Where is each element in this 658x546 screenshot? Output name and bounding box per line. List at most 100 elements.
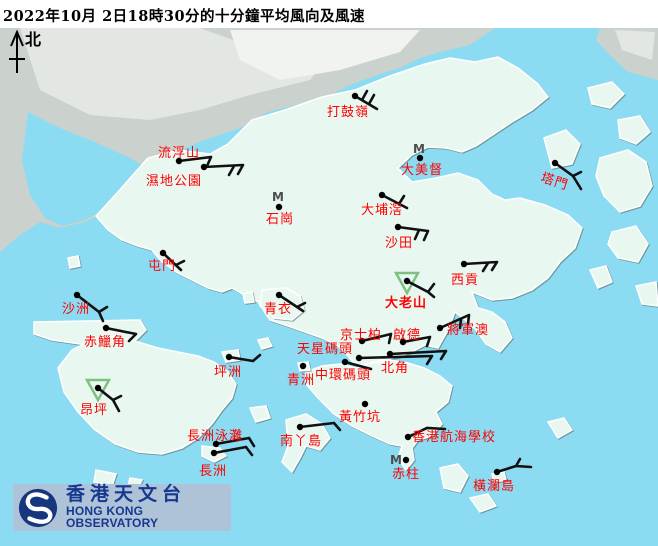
station-label: 南丫島 xyxy=(280,433,322,449)
station-star-ferry: 天星碼頭 xyxy=(297,342,434,366)
station-peng-chau: 坪洲 xyxy=(214,353,262,380)
wind-barb xyxy=(214,436,256,448)
wind-barb xyxy=(396,225,430,242)
station-dot xyxy=(399,338,407,346)
hei-ling-chau xyxy=(248,405,271,423)
wind-barb xyxy=(405,279,436,299)
station-lau-fau-shan: 流浮山 xyxy=(158,146,213,168)
wind-barb xyxy=(212,445,254,457)
station-dot xyxy=(402,456,410,464)
wind-barb xyxy=(380,193,409,210)
hko-name-english: HONG KONG OBSERVATORY xyxy=(66,503,159,531)
station-dot xyxy=(386,350,394,358)
station-wetland-park: 濕地公園 xyxy=(146,163,245,189)
station-label: 北角 xyxy=(381,361,409,376)
station-dot xyxy=(493,468,501,476)
station-label: 橫瀾島 xyxy=(473,479,515,494)
small-islet xyxy=(67,255,81,269)
east-island xyxy=(607,225,649,263)
station-tuen-mun: 屯門 xyxy=(148,249,186,274)
mainland-texture xyxy=(230,30,420,80)
wind-barb xyxy=(298,421,342,432)
mainland-texture xyxy=(615,30,655,60)
hong-kong-island xyxy=(305,359,453,472)
station-label: 流浮山 xyxy=(158,146,200,161)
station-label: 中環碼頭 xyxy=(315,368,371,383)
station-lamma-island: 南丫島 xyxy=(280,421,342,449)
hko-name-chinese: 香港天文台 xyxy=(66,482,187,505)
wind-barb xyxy=(406,426,447,439)
wind-barb xyxy=(343,360,373,371)
station-central-pier: 中環碼頭 xyxy=(315,358,373,383)
new-territories xyxy=(94,56,583,367)
west-islet xyxy=(0,218,12,236)
station-label: 大美督 xyxy=(401,163,443,178)
station-dot xyxy=(296,423,304,431)
station-cheung-chau-beach: 長洲泳灘 xyxy=(187,429,256,448)
station-dot xyxy=(436,324,444,332)
station-sha-chau: 沙洲 xyxy=(62,291,109,323)
hilltop-triangle-icon xyxy=(84,378,112,403)
station-dot xyxy=(551,159,559,167)
station-label: 京士柏 xyxy=(340,328,382,343)
station-wong-chuk-hang: 黃竹坑 xyxy=(339,400,381,425)
station-label: 屯門 xyxy=(148,259,176,274)
station-dot xyxy=(416,154,424,162)
station-dot xyxy=(73,291,81,299)
station-dot xyxy=(394,223,402,231)
wind-barb xyxy=(202,163,245,177)
station-cheung-chau: 長洲 xyxy=(199,445,254,479)
east-island xyxy=(588,265,613,289)
station-label: 赤鱲角 xyxy=(84,335,126,350)
wind-barb xyxy=(388,349,448,361)
tsing-yi-island xyxy=(259,287,305,321)
station-dot xyxy=(175,157,183,165)
station-label: 赤柱 xyxy=(392,467,420,482)
missing-data-marker: M xyxy=(390,453,402,467)
station-tsing-yi: 青衣 xyxy=(264,291,307,317)
station-kings-park: 京士柏 xyxy=(340,328,393,345)
po-toi-island xyxy=(468,493,498,513)
station-dot xyxy=(275,291,283,299)
station-ta-kwu-ling: 打鼓嶺 xyxy=(327,89,379,120)
missing-data-marker: M xyxy=(272,190,284,204)
station-label: 沙田 xyxy=(385,236,413,251)
station-tseung-kwan-o: 將軍澳 xyxy=(436,313,489,338)
stations-layer: 打鼓嶺流浮山濕地公園M大美督塔門大埔滘M石崗沙田屯門沙洲赤鱲角青衣西貢大老山將軍… xyxy=(62,89,583,494)
east-island xyxy=(595,149,653,213)
wind-barb xyxy=(553,161,583,191)
station-ngong-ping: 昂坪 xyxy=(80,378,123,418)
wind-barb xyxy=(360,332,393,345)
station-label: 長洲 xyxy=(199,464,227,479)
station-label: 濕地公園 xyxy=(146,174,202,189)
ne-island xyxy=(617,115,651,145)
station-waglan-island: 橫瀾島 xyxy=(473,457,533,494)
station-sha-tin: 沙田 xyxy=(385,223,430,251)
kau-yi-chau xyxy=(256,337,274,350)
station-sai-kung: 西貢 xyxy=(451,260,499,288)
station-dot xyxy=(102,324,110,332)
station-dot xyxy=(275,203,283,211)
station-shek-kong: M 石崗 xyxy=(266,190,293,227)
station-dot xyxy=(358,337,366,345)
east-island xyxy=(635,281,658,307)
lamma-island-shape xyxy=(281,413,331,474)
station-dot xyxy=(351,92,359,100)
station-label: 青洲 xyxy=(287,373,315,388)
station-label: 黃竹坑 xyxy=(339,410,381,425)
wind-barb xyxy=(161,251,186,272)
station-label: 將軍澳 xyxy=(447,322,489,338)
station-dot xyxy=(404,433,412,441)
station-label: 青衣 xyxy=(264,301,292,317)
tap-mun-island xyxy=(543,129,581,169)
station-chek-lap-kok: 赤鱲角 xyxy=(84,324,138,350)
station-label: 沙洲 xyxy=(62,302,90,317)
station-tai-po-kau: 大埔滘 xyxy=(361,191,409,218)
wind-barb xyxy=(277,293,307,313)
hko-logo-icon xyxy=(18,488,58,527)
wind-barb xyxy=(462,260,499,273)
station-dot xyxy=(225,353,233,361)
station-dot xyxy=(355,354,363,362)
